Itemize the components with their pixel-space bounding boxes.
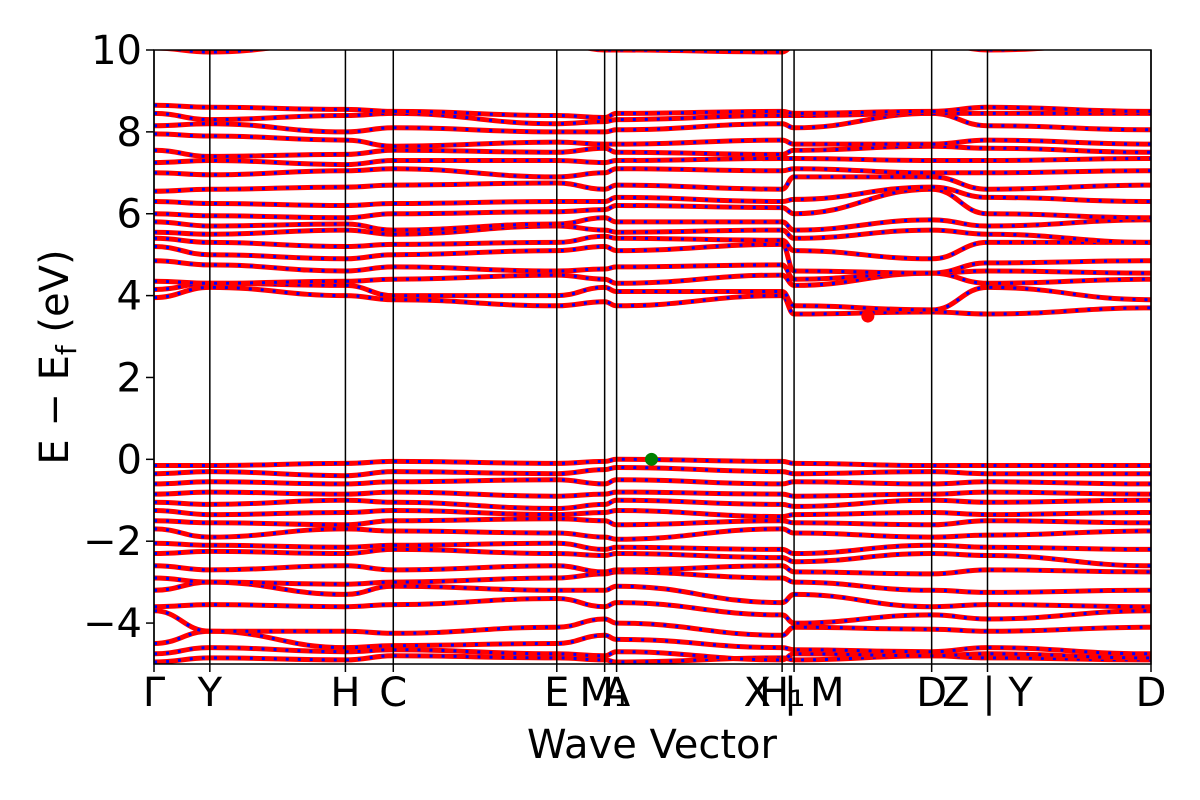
plot-frame: [153, 49, 1152, 665]
y-tick-label-6: 8: [117, 110, 142, 156]
band-8-up: [154, 546, 1151, 569]
band-26-up: [154, 186, 1151, 221]
y-axis-label: E − Ef (eV): [32, 249, 83, 464]
band-25-up: [154, 215, 1151, 233]
extrema-markers: [645, 309, 875, 466]
x-tick-label-3: C: [379, 670, 407, 716]
band-32-down: [154, 132, 1151, 148]
band-24-up: [154, 223, 1151, 245]
band-0-up: [154, 653, 1151, 664]
band-16-up: [154, 464, 1151, 479]
bands-layer: [154, 50, 1151, 664]
cbm-marker: [861, 309, 875, 323]
band-20-up: [154, 270, 1151, 288]
band-23-down: [154, 234, 1151, 261]
y-tick-label-2: 0: [117, 437, 142, 483]
band-18-down: [154, 285, 1151, 316]
band-10-down: [154, 527, 1151, 541]
x-tick-label-11: D: [1136, 670, 1167, 716]
band-27-down: [154, 185, 1151, 208]
band-17-down: [154, 457, 1151, 468]
band-19-down: [154, 281, 1151, 312]
band-35-down: [154, 103, 1151, 120]
y-tick-label-4: 4: [117, 274, 142, 320]
x-tick-label-9: D: [916, 670, 947, 716]
band-28-up: [154, 174, 1151, 194]
x-tick-label-10: Z | Y: [942, 670, 1033, 716]
band-31-up: [154, 143, 1151, 159]
band-15-down: [154, 478, 1151, 486]
band-6-down: [154, 570, 1151, 594]
band-29-down: [154, 167, 1151, 179]
band-11-up: [154, 516, 1151, 528]
x-tick-label-4: E: [544, 670, 569, 716]
band-11-down: [154, 517, 1151, 527]
y-tick-label-5: 6: [117, 192, 142, 238]
band-32-up: [154, 131, 1151, 149]
y-tick-label-0: −4: [83, 601, 142, 647]
x-tick-label-5: M₁: [579, 670, 630, 716]
band-4-down: [154, 596, 1151, 625]
y-tick-label-3: 2: [117, 355, 142, 401]
band-7-up: [154, 563, 1151, 577]
x-tick-label-0: Γ: [143, 670, 166, 716]
x-tick-label-7: H₁: [759, 670, 805, 716]
band-15-up: [154, 477, 1151, 487]
x-axis-label: Wave Vector: [527, 722, 778, 768]
band-29-up: [154, 166, 1151, 180]
band-10-up: [154, 526, 1151, 542]
band-22-down: [154, 242, 1151, 275]
band-5-up: [154, 579, 1151, 610]
band-9-down: [154, 541, 1151, 556]
y-tick-label-7: 10: [91, 28, 142, 74]
band-12-down: [154, 508, 1151, 519]
band-34-down: [154, 111, 1151, 126]
x-tick-label-8: X | M: [744, 670, 845, 716]
band-2-down: [154, 629, 1151, 656]
band-1-down: [154, 646, 1151, 662]
x-tick-label-6: A: [603, 670, 631, 716]
band-30-down: [154, 157, 1151, 167]
band-14-up: [154, 489, 1151, 499]
y-axis-label-sub: f: [50, 344, 83, 355]
band-31-down: [154, 144, 1151, 158]
band-14-down: [154, 490, 1151, 498]
y-axis-label-tail: (eV): [32, 249, 78, 345]
band-3-up: [154, 608, 1151, 638]
band-13-down: [154, 498, 1151, 511]
band-8-down: [154, 547, 1151, 568]
band-16-down: [154, 465, 1151, 478]
x-tick-label-2: H: [330, 670, 360, 716]
band-30-up: [154, 156, 1151, 168]
x-tick-label-1: Y: [197, 670, 223, 716]
y-axis-ticks: −4 −2 0 2 4 6 8 10: [83, 28, 154, 647]
band-13-up: [154, 497, 1151, 512]
y-tick-label-1: −2: [83, 519, 142, 565]
band-12-up: [154, 507, 1151, 520]
y-axis-label-main: E − E: [32, 355, 78, 465]
vbm-marker: [645, 452, 659, 466]
